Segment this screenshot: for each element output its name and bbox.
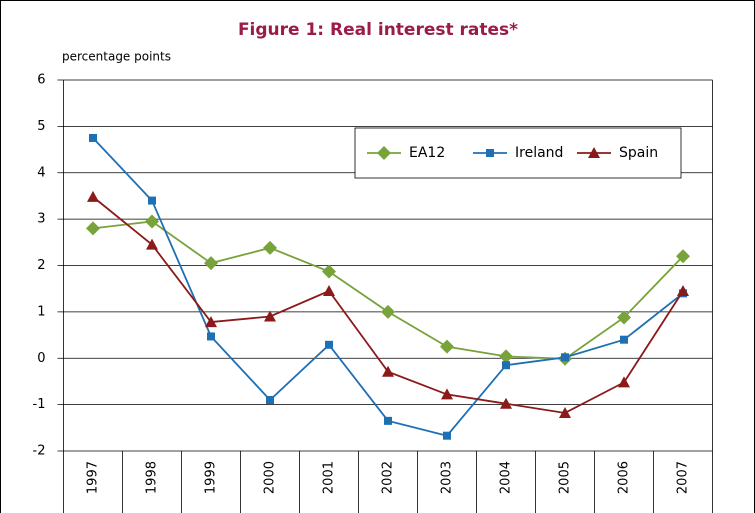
marker (264, 310, 276, 322)
marker (486, 149, 494, 157)
marker (381, 304, 395, 319)
marker (618, 376, 630, 388)
x-tick-label: 1998 (145, 461, 160, 494)
marker (87, 190, 99, 202)
marker (561, 353, 569, 362)
marker (204, 256, 218, 271)
x-tick-label: 2005 (558, 461, 573, 494)
marker (89, 133, 97, 142)
legend-label: Spain (619, 145, 658, 161)
marker (500, 397, 512, 409)
marker (377, 146, 391, 160)
marker (502, 361, 510, 370)
marker (86, 221, 100, 236)
legend-label: Ireland (515, 145, 563, 161)
x-tick-label: 2004 (499, 461, 514, 494)
marker (440, 339, 454, 354)
y-tick-label: 0 (37, 351, 45, 366)
marker (322, 264, 336, 279)
marker (384, 416, 392, 425)
y-tick-label: -2 (33, 444, 46, 459)
marker (441, 388, 453, 400)
marker (146, 238, 158, 250)
x-tick-label: 2000 (263, 461, 278, 494)
marker (499, 349, 513, 364)
y-tick-label: -1 (33, 397, 46, 412)
marker (145, 214, 159, 229)
x-tick-label: 2007 (676, 461, 691, 494)
marker (325, 340, 333, 349)
x-tick-label: 2001 (322, 461, 337, 494)
y-tick-label: 1 (37, 304, 45, 319)
marker (588, 147, 600, 158)
marker (266, 395, 274, 404)
marker (382, 365, 394, 377)
marker (148, 196, 156, 205)
marker (559, 406, 571, 418)
marker (617, 310, 631, 325)
marker (620, 335, 628, 344)
marker (677, 285, 689, 297)
legend-label: EA12 (409, 145, 445, 161)
y-tick-label: 3 (37, 212, 45, 227)
y-tick-label: 2 (37, 258, 45, 273)
y-tick-label: 6 (37, 73, 45, 88)
x-tick-label: 1999 (204, 461, 219, 494)
y-tick-label: 4 (37, 165, 45, 180)
marker (205, 316, 217, 328)
marker (207, 332, 215, 341)
y-tick-label: 5 (37, 119, 45, 134)
y-axis-label: percentage points (62, 50, 171, 64)
x-tick-label: 1997 (86, 461, 101, 494)
chart-title: Figure 1: Real interest rates* (238, 20, 518, 40)
marker (263, 240, 277, 255)
marker (323, 285, 335, 297)
legend-box (354, 127, 682, 179)
x-tick-label: 2006 (617, 461, 632, 494)
x-tick-label: 2003 (440, 461, 455, 494)
marker (676, 249, 690, 264)
x-tick-label: 2002 (381, 461, 396, 494)
marker (443, 431, 451, 440)
